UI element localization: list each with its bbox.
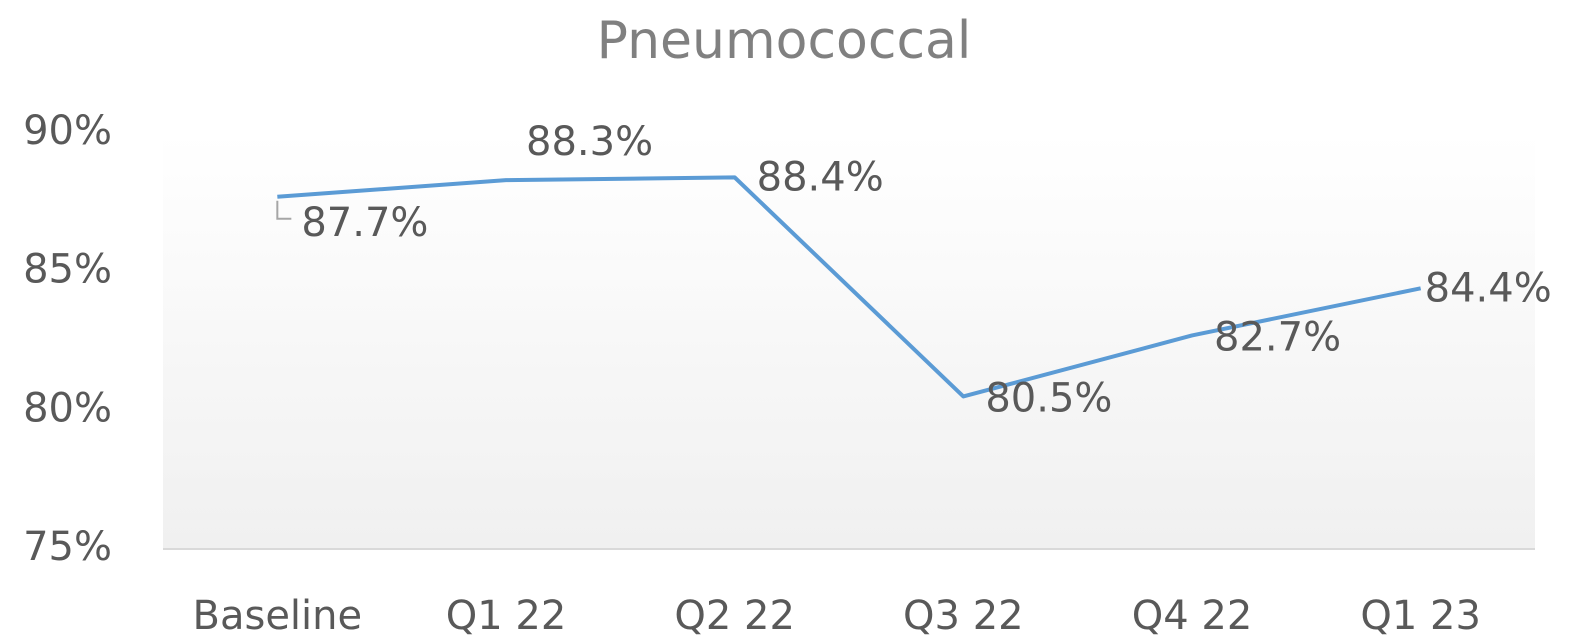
x-tick-label: Q4 22 (1132, 593, 1253, 639)
y-tick-label: 85% (23, 247, 112, 293)
x-tick-label: Q1 22 (446, 593, 567, 639)
series-line (277, 175, 1422, 399)
x-tick-label: Q2 22 (674, 593, 795, 639)
data-label: 80.5% (985, 375, 1112, 421)
y-tick-label: 75% (23, 524, 112, 570)
x-tick-label: Q1 23 (1360, 593, 1481, 639)
x-tick-label: Q3 22 (903, 593, 1024, 639)
data-label: 87.7% (301, 200, 428, 246)
data-label: 88.3% (526, 119, 653, 165)
leader-line (276, 200, 292, 220)
y-tick-label: 90% (23, 108, 112, 154)
x-tick-label: Baseline (193, 593, 363, 639)
data-label: 84.4% (1425, 265, 1552, 311)
chart-title: Pneumococcal (597, 11, 972, 71)
data-label: 82.7% (1214, 314, 1341, 360)
y-tick-label: 80% (23, 385, 112, 431)
data-label: 88.4% (757, 154, 884, 200)
plot-area (163, 133, 1535, 549)
